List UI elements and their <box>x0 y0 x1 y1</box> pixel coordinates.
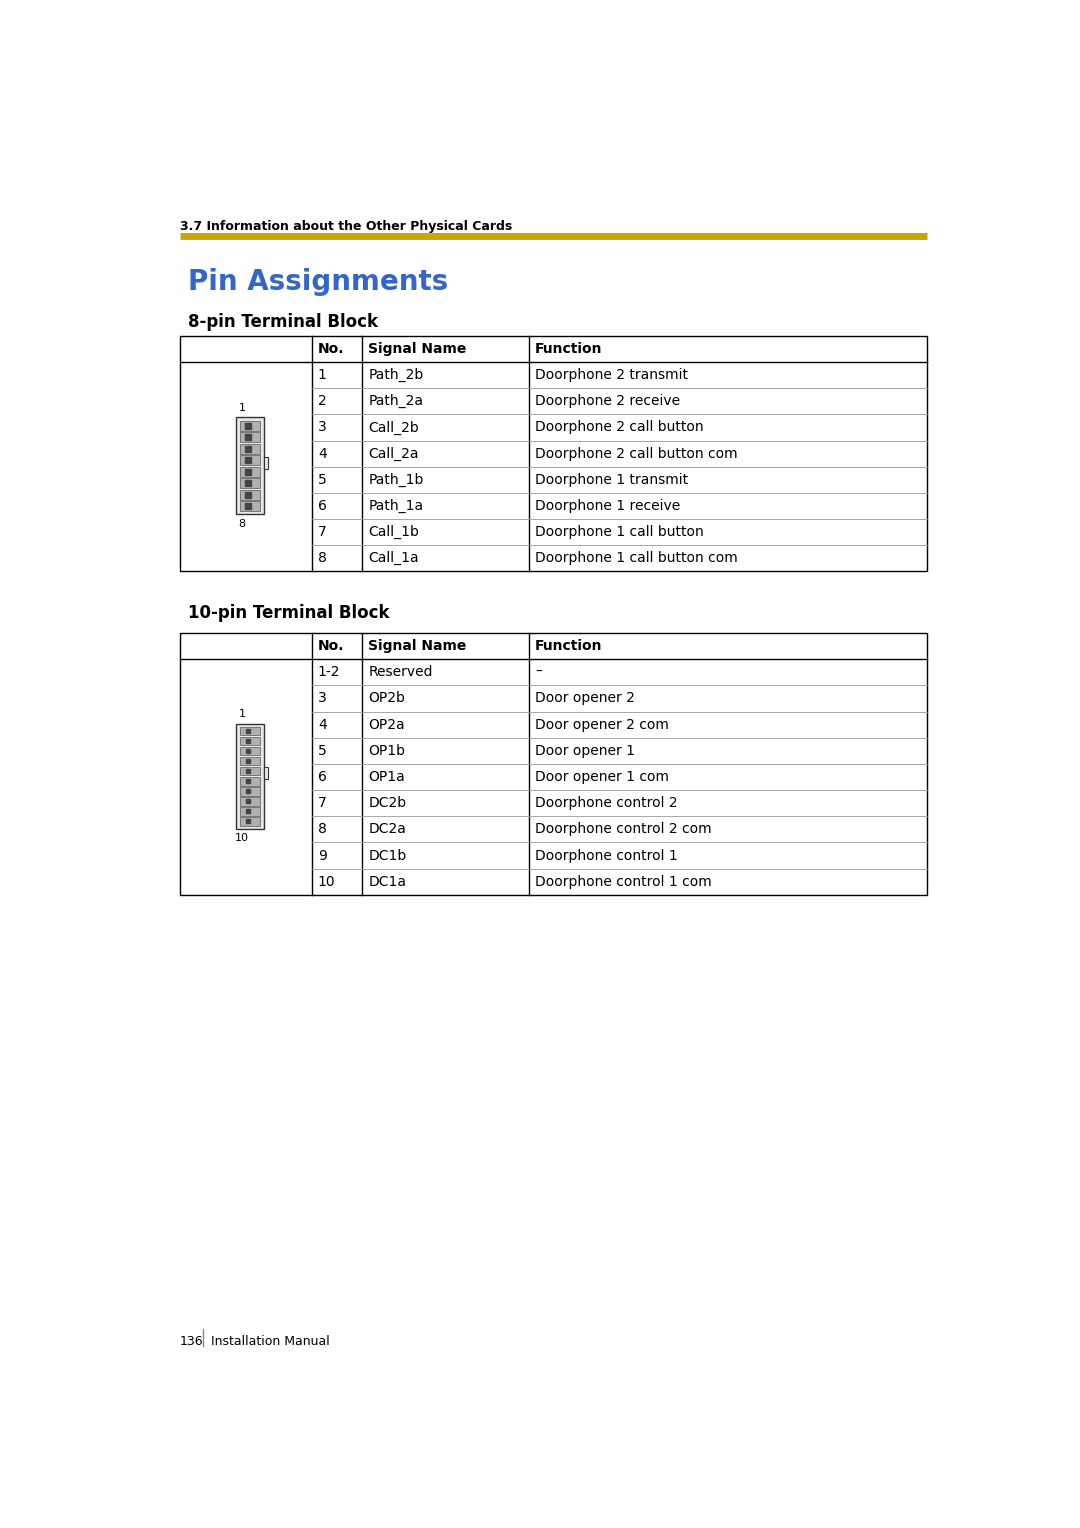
Text: 10: 10 <box>235 833 249 843</box>
Bar <box>240 432 260 442</box>
Bar <box>240 490 260 500</box>
Text: 10-pin Terminal Block: 10-pin Terminal Block <box>188 604 389 622</box>
Text: Doorphone 2 call button: Doorphone 2 call button <box>535 420 703 434</box>
Text: 10: 10 <box>318 874 336 889</box>
Text: Function: Function <box>535 639 603 652</box>
Text: No.: No. <box>318 342 345 356</box>
Bar <box>264 457 268 469</box>
Text: DC1a: DC1a <box>368 874 406 889</box>
Text: OP1a: OP1a <box>368 770 405 784</box>
Text: 1: 1 <box>318 368 327 382</box>
Bar <box>240 787 260 796</box>
Text: No.: No. <box>318 639 345 652</box>
Bar <box>240 501 260 512</box>
Text: DC1b: DC1b <box>368 848 406 863</box>
Text: 8: 8 <box>239 520 245 529</box>
Text: Doorphone 1 transmit: Doorphone 1 transmit <box>535 472 688 487</box>
Text: –: – <box>535 665 542 680</box>
Text: Doorphone 1 call button com: Doorphone 1 call button com <box>535 552 738 565</box>
Text: Door opener 1 com: Door opener 1 com <box>535 770 669 784</box>
Text: Reserved: Reserved <box>368 665 433 680</box>
Text: Path_1a: Path_1a <box>368 500 423 513</box>
Text: 3.7 Information about the Other Physical Cards: 3.7 Information about the Other Physical… <box>180 220 512 234</box>
Text: Door opener 1: Door opener 1 <box>535 744 635 758</box>
Text: Doorphone control 2: Doorphone control 2 <box>535 796 677 810</box>
Text: Doorphone 2 call button com: Doorphone 2 call button com <box>535 446 738 460</box>
Text: Installation Manual: Installation Manual <box>211 1335 329 1348</box>
Text: 5: 5 <box>318 472 326 487</box>
Text: 7: 7 <box>318 526 326 539</box>
Text: 8: 8 <box>318 552 327 565</box>
Text: 6: 6 <box>318 770 327 784</box>
Bar <box>180 633 927 895</box>
Text: Path_2a: Path_2a <box>368 394 423 408</box>
Bar <box>240 756 260 766</box>
Bar <box>240 478 260 489</box>
Text: Path_2b: Path_2b <box>368 368 423 382</box>
Text: 4: 4 <box>318 446 326 460</box>
Text: Call_2a: Call_2a <box>368 446 419 461</box>
Text: 1-2: 1-2 <box>318 665 340 680</box>
Text: Call_1b: Call_1b <box>368 526 419 539</box>
Text: 136: 136 <box>180 1335 203 1348</box>
Text: 2: 2 <box>318 394 326 408</box>
Text: 3: 3 <box>318 692 326 706</box>
Bar <box>235 724 264 828</box>
Text: Door opener 2: Door opener 2 <box>535 692 635 706</box>
Text: 5: 5 <box>318 744 326 758</box>
Text: 4: 4 <box>318 718 326 732</box>
Text: Signal Name: Signal Name <box>368 342 467 356</box>
Text: Pin Assignments: Pin Assignments <box>188 267 448 296</box>
Bar <box>240 727 260 735</box>
Text: OP2a: OP2a <box>368 718 405 732</box>
Bar <box>240 807 260 816</box>
Text: Signal Name: Signal Name <box>368 639 467 652</box>
Bar <box>240 455 260 465</box>
Text: DC2a: DC2a <box>368 822 406 836</box>
Text: 1: 1 <box>239 709 245 720</box>
Text: Call_1a: Call_1a <box>368 552 419 565</box>
Text: Function: Function <box>535 342 603 356</box>
Text: 6: 6 <box>318 500 327 513</box>
Text: 1: 1 <box>239 403 245 413</box>
Text: 8-pin Terminal Block: 8-pin Terminal Block <box>188 313 378 330</box>
Bar <box>180 336 927 571</box>
Text: Door opener 2 com: Door opener 2 com <box>535 718 669 732</box>
Text: Doorphone control 1: Doorphone control 1 <box>535 848 677 863</box>
Bar <box>240 420 260 431</box>
Text: Doorphone 2 transmit: Doorphone 2 transmit <box>535 368 688 382</box>
Text: Doorphone 2 receive: Doorphone 2 receive <box>535 394 680 408</box>
Text: 7: 7 <box>318 796 326 810</box>
Bar <box>240 466 260 477</box>
Text: Doorphone control 2 com: Doorphone control 2 com <box>535 822 712 836</box>
Bar <box>240 798 260 805</box>
Text: OP1b: OP1b <box>368 744 405 758</box>
Text: Path_1b: Path_1b <box>368 472 423 487</box>
Bar <box>240 767 260 776</box>
Text: 9: 9 <box>318 848 327 863</box>
Bar <box>240 778 260 785</box>
Text: Doorphone 1 receive: Doorphone 1 receive <box>535 500 680 513</box>
Bar <box>240 736 260 746</box>
Bar <box>240 817 260 825</box>
Text: Doorphone 1 call button: Doorphone 1 call button <box>535 526 704 539</box>
Text: 3: 3 <box>318 420 326 434</box>
Bar <box>264 767 268 779</box>
Bar <box>240 443 260 454</box>
Text: DC2b: DC2b <box>368 796 406 810</box>
Text: OP2b: OP2b <box>368 692 405 706</box>
Text: Call_2b: Call_2b <box>368 420 419 434</box>
Bar <box>240 747 260 755</box>
Text: Doorphone control 1 com: Doorphone control 1 com <box>535 874 712 889</box>
Bar <box>235 417 264 515</box>
Text: 8: 8 <box>318 822 327 836</box>
